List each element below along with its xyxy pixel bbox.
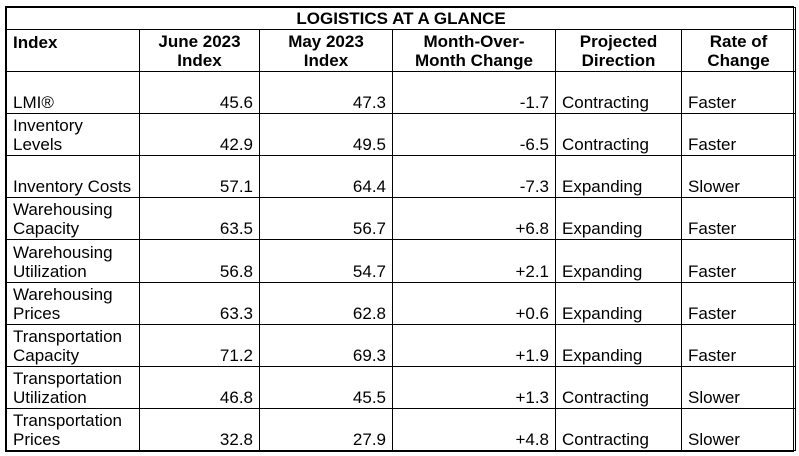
cell-rate-of-change: Faster [680,113,797,157]
logistics-table-container: LOGISTICS AT A GLANCE Index June 2023 In… [5,6,797,452]
table-header-row: Index June 2023 Index May 2023 Index Mon… [6,29,797,72]
cell-index: Warehousing Capacity [6,197,140,241]
table-row: Transportation Prices 32.8 27.9 +4.8 Contrac… [6,407,797,452]
cell-rate-of-change: Slower [680,365,797,409]
cell-index: Warehousing Utilization [6,239,140,283]
cell-may-2023-index: 69.3 [259,323,393,367]
table-row: Warehousing Prices 63.3 62.8 +0.6 Expanding F… [6,281,797,325]
cell-may-2023-index: 47.3 [259,70,393,115]
table-row: Transportation Utilization 46.8 45.5 +1.3 Co… [6,365,797,409]
header-rate-of-change: Rate of Change [680,29,797,72]
cell-month-over-month-change: +0.6 [392,281,556,325]
header-june-2023-index: June 2023 Index [139,29,260,72]
table-title: LOGISTICS AT A GLANCE [5,7,797,30]
cell-rate-of-change: Faster [680,239,797,283]
cell-may-2023-index: 45.5 [259,365,393,409]
table-row: Transportation Capacity 71.2 69.3 +1.9 Expan… [6,323,797,367]
cell-index: Inventory Costs [6,155,140,199]
cell-projected-direction: Expanding [555,155,682,199]
cell-index: Transportation Capacity [6,323,140,367]
cell-rate-of-change: Faster [680,281,797,325]
cell-projected-direction: Expanding [555,323,682,367]
cell-month-over-month-change: +6.8 [392,197,556,241]
cell-june-2023-index: 45.6 [139,70,260,115]
header-index: Index [6,29,140,72]
table-body: LMI® 45.6 47.3 -1.7 Contracting Faster Invento… [6,70,797,452]
cell-index: Inventory Levels [6,113,140,157]
cell-rate-of-change: Slower [680,407,797,452]
table-row: Warehousing Capacity 63.5 56.7 +6.8 Expandin… [6,197,797,241]
table-row: Warehousing Utilization 56.8 54.7 +2.1 Expan… [6,239,797,283]
cell-projected-direction: Expanding [555,281,682,325]
cell-june-2023-index: 63.5 [139,197,260,241]
cell-may-2023-index: 62.8 [259,281,393,325]
cell-month-over-month-change: -7.3 [392,155,556,199]
cell-june-2023-index: 46.8 [139,365,260,409]
cell-june-2023-index: 71.2 [139,323,260,367]
cell-may-2023-index: 54.7 [259,239,393,283]
cell-index: LMI® [6,70,140,115]
cell-projected-direction: Contracting [555,365,682,409]
cell-index: Transportation Prices [6,407,140,452]
cell-projected-direction: Contracting [555,407,682,452]
logistics-table: LOGISTICS AT A GLANCE Index June 2023 In… [5,7,797,452]
header-month-over-month-change: Month-Over-Month Change [392,29,556,72]
cell-june-2023-index: 56.8 [139,239,260,283]
cell-rate-of-change: Faster [680,70,797,115]
cell-rate-of-change: Slower [680,155,797,199]
table-title-row: LOGISTICS AT A GLANCE [5,7,797,30]
cell-index: Transportation Utilization [6,365,140,409]
cell-may-2023-index: 64.4 [259,155,393,199]
cell-june-2023-index: 57.1 [139,155,260,199]
cell-projected-direction: Contracting [555,70,682,115]
cell-month-over-month-change: +1.9 [392,323,556,367]
table-row: LMI® 45.6 47.3 -1.7 Contracting Faster [6,70,797,115]
cell-may-2023-index: 49.5 [259,113,393,157]
cell-may-2023-index: 56.7 [259,197,393,241]
cell-projected-direction: Expanding [555,239,682,283]
cell-june-2023-index: 42.9 [139,113,260,157]
cell-rate-of-change: Faster [680,323,797,367]
cell-index: Warehousing Prices [6,281,140,325]
cell-month-over-month-change: +4.8 [392,407,556,452]
cell-month-over-month-change: -6.5 [392,113,556,157]
cell-projected-direction: Contracting [555,113,682,157]
cell-month-over-month-change: -1.7 [392,70,556,115]
cell-june-2023-index: 32.8 [139,407,260,452]
cell-projected-direction: Expanding [555,197,682,241]
header-may-2023-index: May 2023 Index [259,29,393,72]
cell-rate-of-change: Faster [680,197,797,241]
cell-may-2023-index: 27.9 [259,407,393,452]
cell-month-over-month-change: +1.3 [392,365,556,409]
cell-june-2023-index: 63.3 [139,281,260,325]
header-projected-direction: Projected Direction [555,29,682,72]
table-row: Inventory Levels 42.9 49.5 -6.5 Contracting F… [6,113,797,157]
table-row: Inventory Costs 57.1 64.4 -7.3 Expanding Slow… [6,155,797,199]
cell-month-over-month-change: +2.1 [392,239,556,283]
